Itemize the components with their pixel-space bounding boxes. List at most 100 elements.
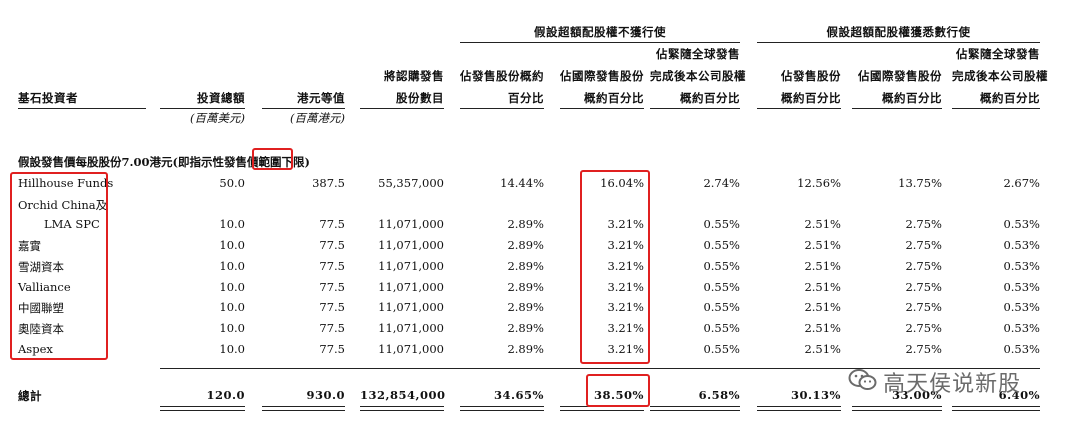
cell-shares: 11,071,000 — [378, 300, 444, 315]
investor-name: 雪湖資本 — [18, 259, 64, 274]
total-label: 總計 — [18, 389, 42, 403]
cell-hkd: 387.5 — [312, 176, 345, 190]
col-rule — [460, 108, 544, 109]
wechat-icon — [848, 368, 878, 396]
col-header-investor: 基石投資者 — [18, 91, 78, 105]
unit-hkd-million: (百萬港元) — [290, 111, 345, 125]
total-double-rule — [650, 406, 740, 411]
cell-p6: 0.53% — [1003, 238, 1040, 253]
cell-p1: 2.89% — [507, 217, 544, 232]
cell-p2: 3.21% — [607, 258, 644, 273]
total-double-rule — [952, 406, 1040, 411]
cell-shares: 11,071,000 — [378, 258, 444, 273]
total-p3: 6.58% — [698, 388, 740, 402]
cell-p6: 0.53% — [1003, 300, 1040, 315]
cell-hkd: 77.5 — [319, 217, 345, 232]
group-header-no-overallotment: 假設超額配股權不獲行使 — [534, 25, 666, 39]
cell-p2: 3.21% — [607, 217, 644, 232]
cell-p6: 0.53% — [1003, 341, 1040, 356]
cell-p2: 3.21% — [607, 300, 644, 315]
investor-name: 中國聯塑 — [18, 301, 64, 316]
total-p1: 34.65% — [494, 388, 544, 402]
cell-hkd: 77.5 — [319, 258, 345, 273]
cell-p4: 2.51% — [804, 320, 841, 335]
cell-p6: 0.53% — [1003, 258, 1040, 273]
cell-usd: 10.0 — [219, 279, 245, 294]
cell-hkd: 77.5 — [319, 320, 345, 335]
col-header-shares-2: 股份數目 — [396, 91, 444, 105]
col-rule — [18, 108, 146, 109]
cell-p2: 3.21% — [607, 320, 644, 335]
cell-p2: 16.04% — [600, 176, 644, 190]
total-top-rule — [160, 368, 1040, 369]
total-p2: 38.50% — [594, 388, 644, 402]
cell-p6: 0.53% — [1003, 320, 1040, 335]
total-double-rule — [460, 406, 544, 411]
total-usd: 120.0 — [206, 388, 245, 402]
highlight-box-range-floor — [252, 148, 293, 170]
col-header-pct-total-2a: 佔緊隨全球發售 — [956, 47, 1040, 61]
cell-p3: 0.55% — [703, 238, 740, 253]
highlight-box-total-intl-pct — [586, 374, 650, 407]
cell-p1: 2.89% — [507, 258, 544, 273]
cell-p4: 2.51% — [804, 279, 841, 294]
cell-p5: 2.75% — [905, 238, 942, 253]
cell-p3: 0.55% — [703, 279, 740, 294]
investor-name: Aspex — [18, 341, 53, 356]
total-double-rule — [852, 406, 942, 411]
col-rule — [262, 108, 345, 109]
cell-p6: 0.53% — [1003, 279, 1040, 294]
cell-p5: 2.75% — [905, 279, 942, 294]
total-p5: 33.00% — [892, 388, 942, 402]
cell-p4: 2.51% — [804, 341, 841, 356]
cell-p5: 2.75% — [905, 258, 942, 273]
cell-usd: 50.0 — [219, 176, 245, 190]
highlight-box-intl-pct — [580, 170, 650, 364]
investor-name: LMA SPC — [44, 217, 100, 232]
investor-name: Valliance — [18, 279, 71, 294]
cell-p4: 2.51% — [804, 258, 841, 273]
col-rule — [650, 108, 740, 109]
cell-shares: 55,357,000 — [378, 176, 444, 190]
col-header-pct-intl-1b: 概約百分比 — [584, 91, 644, 105]
cell-p4: 2.51% — [804, 217, 841, 232]
cell-p1: 2.89% — [507, 238, 544, 253]
investor-name: Hillhouse Funds — [18, 176, 114, 190]
cell-shares: 11,071,000 — [378, 341, 444, 356]
col-header-pct-total-2b: 完成後本公司股權 — [952, 69, 1048, 83]
group-header-rule — [757, 42, 1040, 43]
col-header-pct-offer-2a: 佔發售股份 — [781, 69, 841, 83]
cell-shares: 11,071,000 — [378, 320, 444, 335]
group-header-rule — [460, 42, 740, 43]
col-header-pct-intl-2a: 佔國際發售股份 — [858, 69, 942, 83]
cell-p1: 2.89% — [507, 341, 544, 356]
col-header-pct-total-1a: 佔緊隨全球發售 — [656, 47, 740, 61]
cell-p3: 2.74% — [703, 176, 740, 190]
col-header-pct-total-1c: 概約百分比 — [680, 91, 740, 105]
cell-p1: 14.44% — [500, 176, 544, 190]
highlight-box-investors — [10, 172, 108, 360]
col-rule — [160, 108, 245, 109]
cell-p2: 3.21% — [607, 279, 644, 294]
cell-p5: 2.75% — [905, 320, 942, 335]
cell-p4: 2.51% — [804, 300, 841, 315]
total-shares: 132,854,000 — [360, 388, 446, 402]
cell-p2: 3.21% — [607, 341, 644, 356]
cell-shares: 11,071,000 — [378, 238, 444, 253]
col-rule — [560, 108, 644, 109]
cell-p3: 0.55% — [703, 320, 740, 335]
cell-p4: 12.56% — [797, 176, 841, 190]
section-label: 假設發售價每股股份7.00港元(即指示性發售價範圍下限) — [18, 155, 310, 169]
cell-p3: 0.55% — [703, 217, 740, 232]
cell-p1: 2.89% — [507, 279, 544, 294]
cell-p6: 2.67% — [1003, 176, 1040, 190]
cell-hkd: 77.5 — [319, 341, 345, 356]
cell-shares: 11,071,000 — [378, 217, 444, 232]
total-p6: 6.40% — [998, 388, 1040, 402]
investor-name: Orchid China及 — [18, 197, 108, 212]
cell-hkd: 77.5 — [319, 238, 345, 253]
cell-usd: 10.0 — [219, 320, 245, 335]
cell-p5: 13.75% — [898, 176, 942, 190]
cell-p1: 2.89% — [507, 320, 544, 335]
total-double-rule — [160, 406, 245, 411]
